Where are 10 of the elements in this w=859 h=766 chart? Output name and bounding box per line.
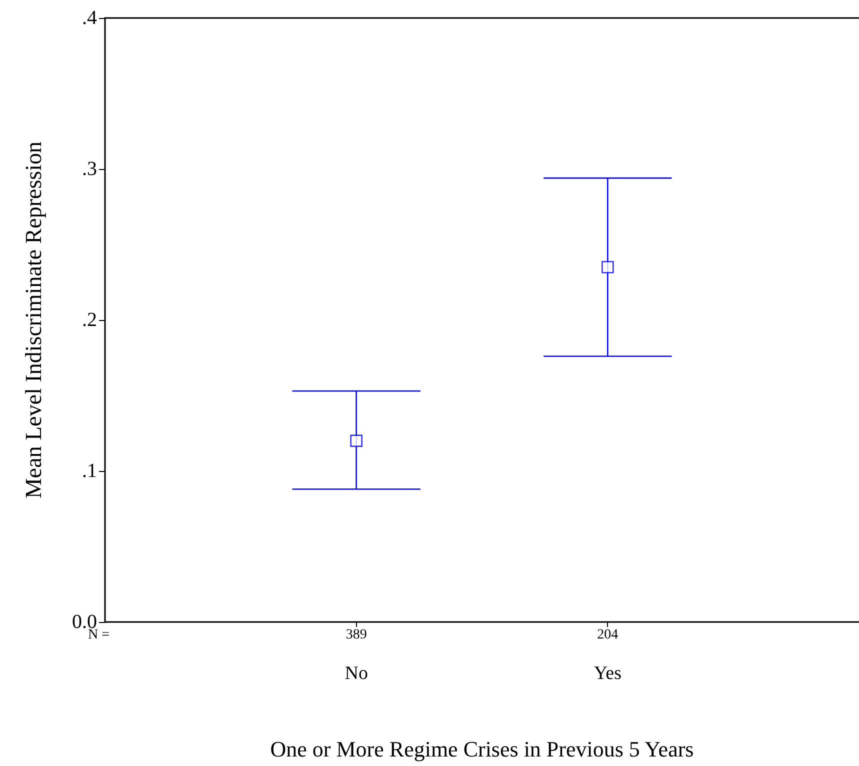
y-tick-label: .1	[82, 460, 97, 482]
text: 389	[346, 628, 367, 642]
x-axis-title: One or More Regime Crises in Previous 5 Years	[270, 736, 694, 762]
y-tick-label: .4	[82, 7, 97, 29]
y-axis-title: Mean Level Indiscriminate Repression	[21, 140, 46, 499]
x-tick-label: Yes	[594, 663, 622, 684]
text: 204	[597, 628, 618, 642]
y-tick-label: .2	[82, 309, 97, 331]
x-tick-label: No	[344, 663, 368, 684]
y-tick-label: .3	[82, 158, 97, 180]
